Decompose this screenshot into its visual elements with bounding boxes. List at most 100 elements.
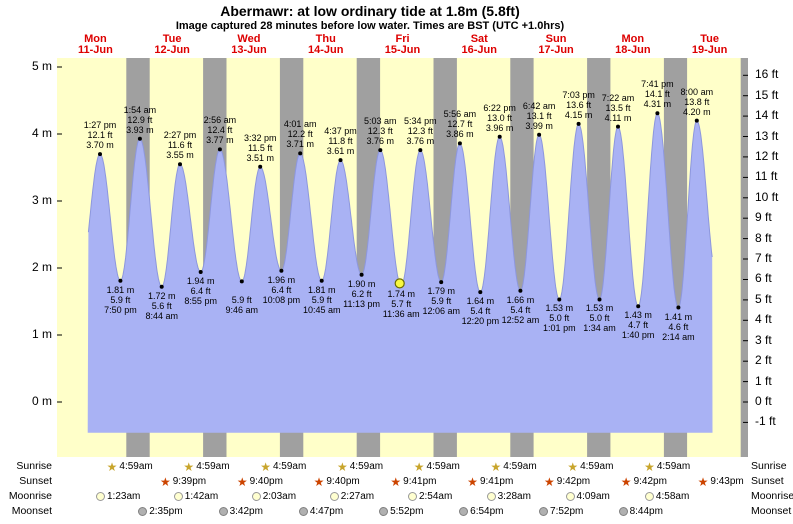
y-axis-label-ft: 11 ft: [755, 169, 778, 184]
sunset-label-left: Sunset: [19, 475, 52, 487]
moonrise-entry: 4:09am: [556, 489, 620, 504]
y-axis-tick-ft: [743, 340, 748, 342]
moonset-label-right: Moonset: [751, 505, 792, 517]
tide-point-low: [118, 278, 123, 283]
y-axis-tick-ft: [743, 156, 748, 158]
moonset-icon: [218, 507, 228, 516]
y-axis-tick-m: [57, 200, 62, 202]
moonrise-entry: 4:58am: [635, 489, 699, 504]
tide-label-line: 4.6 ft: [668, 321, 689, 332]
day-label: Sun 17-Jun: [521, 34, 591, 56]
tide-label-line: 4.20 m: [683, 106, 711, 117]
tide-label-line: 5.0 ft: [549, 313, 570, 324]
tide-label-line: 3:32 pm: [243, 132, 277, 143]
tide-point-low: [636, 304, 641, 309]
tide-label-low: 1.66 m 5.4 ft 12:52 am: [490, 295, 550, 325]
tide-point-high: [576, 121, 581, 126]
y-axis-label-ft: 10 ft: [755, 189, 779, 204]
y-axis-label-ft: 16 ft: [755, 67, 779, 82]
day-of-week: Fri: [395, 33, 410, 45]
tide-label-high: 2:56 am 12.4 ft 3.77 m: [190, 115, 250, 145]
tide-label-line: 1.94 m: [186, 276, 215, 287]
tide-label-line: 7:41 pm: [641, 79, 674, 90]
sunset-time: 9:41pm: [479, 476, 514, 487]
sunset-entry: ★ 9:40pm: [228, 474, 292, 489]
tide-label-low: 1.53 m 5.0 ft 1:34 am: [569, 303, 629, 333]
sunrise-icon: ★: [490, 459, 502, 474]
tide-label-line: 5.9 ft: [431, 296, 452, 307]
tide-label-line: 1.96 m: [267, 274, 296, 285]
tide-point-low: [676, 305, 681, 310]
y-axis-tick-m: [57, 267, 62, 269]
sunrise-entry: ★ 4:59am: [558, 459, 622, 474]
sunset-time: 9:42pm: [556, 476, 591, 487]
moonrise-time: 2:27am: [340, 491, 375, 502]
tide-label-line: 3.71 m: [286, 139, 314, 150]
sunrise-time: 4:59am: [119, 461, 153, 472]
tide-label-line: 13.6 ft: [566, 99, 592, 110]
current-tide-marker: [394, 278, 405, 289]
tide-label-low: 1.64 m 5.4 ft 12:20 pm: [450, 296, 510, 326]
tide-point-low: [239, 279, 244, 284]
tide-label-low: 1.90 m 6.2 ft 11:13 pm: [332, 279, 392, 309]
tide-point-high: [457, 141, 462, 146]
day-date: 15-Jun: [384, 44, 421, 56]
tide-label-line: 6:42 am: [522, 100, 556, 111]
tide-point-high: [178, 162, 182, 167]
day-label: Thu 14-Jun: [291, 34, 361, 56]
y-axis-label-ft: 5 ft: [755, 291, 772, 306]
tide-label-line: 5.4 ft: [510, 304, 531, 315]
day-date: 12-Jun: [154, 44, 190, 56]
moonset-entry: 4:47pm: [289, 504, 353, 519]
sunrise-icon: ★: [413, 459, 425, 474]
tide-label-line: 1.90 m: [347, 278, 376, 289]
moonset-icon: [138, 507, 148, 516]
sunset-entry: ★ 9:41pm: [381, 474, 445, 489]
tide-label-high: 7:22 am 13.5 ft 4.11 m: [588, 93, 648, 123]
tide-label-line: 1.41 m: [664, 311, 693, 322]
moonset-icon: [459, 507, 469, 516]
y-axis-label-ft: -1 ft: [755, 414, 776, 429]
tide-point-high: [217, 147, 222, 152]
y-axis-tick-m: [57, 401, 62, 403]
tide-label-line: 9:46 am: [225, 305, 259, 316]
tide-point-low: [359, 272, 364, 277]
moonrise-entry: 2:27am: [320, 489, 384, 504]
day-label: Sat 16-Jun: [444, 34, 514, 56]
sunrise-time: 4:59am: [656, 461, 691, 472]
sunrise-entry: ★ 4:59am: [635, 459, 699, 474]
tide-point-high: [98, 152, 102, 157]
tide-label-line: 7:50 pm: [104, 304, 137, 315]
moonrise-label-right: Moonrise: [751, 490, 793, 502]
moonrise-entry: 3:28am: [477, 489, 541, 504]
y-axis-tick-ft: [743, 258, 748, 260]
tide-label-low: 1.81 m 5.9 ft 7:50 pm: [90, 285, 150, 315]
sunset-icon: ★: [697, 474, 709, 489]
tide-point-low: [198, 270, 203, 274]
tide-label-line: 1:27 pm: [83, 120, 117, 131]
day-of-week: Mon: [621, 33, 645, 45]
tide-label-line: 5.0 ft: [589, 313, 610, 324]
sunset-icon: ★: [544, 474, 555, 489]
moonset-time: 7:52pm: [550, 506, 584, 517]
y-axis-label-m: 1 m: [31, 327, 52, 341]
moonrise-time: 1:42am: [184, 491, 219, 502]
moonrise-time: 3:28am: [497, 491, 531, 502]
tide-label-line: 12.3 ft: [367, 126, 393, 137]
sunset-entry: ★ 9:39pm: [151, 474, 215, 489]
y-axis-tick-ft: [743, 197, 748, 199]
tide-label-high: 5:03 am 12.3 ft 3.76 m: [350, 116, 410, 146]
sunrise-entry: ★ 4:59am: [328, 459, 392, 474]
y-axis-label-ft: 9 ft: [755, 210, 772, 225]
tide-point-low: [319, 278, 324, 283]
tide-label-line: 1.81 m: [106, 284, 135, 295]
moonrise-time: 2:54am: [418, 491, 453, 502]
moonrise-icon: [407, 492, 417, 501]
page-subtitle: Image captured 28 minutes before low wat…: [175, 20, 565, 32]
tide-label-line: 10:08 pm: [262, 294, 301, 305]
day-label: Tue 12-Jun: [137, 34, 207, 56]
tide-label-line: 3.99 m: [525, 120, 553, 131]
tide-label-high: 3:32 pm 11.5 ft 3.51 m: [230, 133, 290, 163]
sunrise-label-right: Sunrise: [751, 460, 787, 472]
tide-label-line: 1.74 m: [387, 289, 415, 300]
